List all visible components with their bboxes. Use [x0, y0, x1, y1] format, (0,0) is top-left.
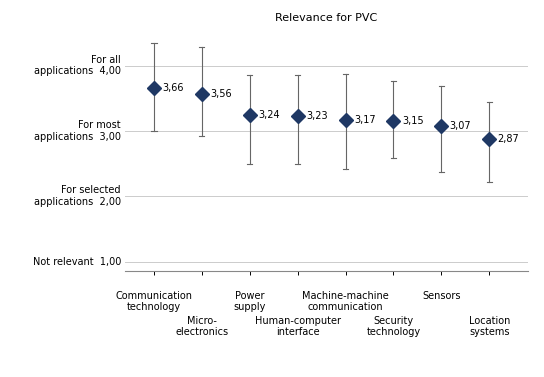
- Text: Location
systems: Location systems: [468, 316, 510, 337]
- Text: 2,87: 2,87: [498, 135, 520, 144]
- Text: 3,15: 3,15: [402, 116, 423, 126]
- Title: Relevance for PVC: Relevance for PVC: [275, 13, 378, 23]
- Text: 3,56: 3,56: [210, 89, 232, 100]
- Text: Sensors: Sensors: [422, 291, 461, 301]
- Text: Security
technology: Security technology: [367, 316, 421, 337]
- Text: Machine-machine
communication: Machine-machine communication: [302, 291, 389, 313]
- Text: Power
supply: Power supply: [233, 291, 266, 313]
- Text: 3,07: 3,07: [450, 121, 471, 131]
- Text: Communication
technology: Communication technology: [115, 291, 193, 313]
- Text: 3,66: 3,66: [162, 83, 184, 93]
- Text: Micro-
electronics: Micro- electronics: [175, 316, 228, 337]
- Text: 3,24: 3,24: [258, 110, 280, 120]
- Text: Human-computer
interface: Human-computer interface: [255, 316, 341, 337]
- Text: 3,23: 3,23: [306, 111, 327, 121]
- Text: 3,17: 3,17: [354, 115, 375, 125]
